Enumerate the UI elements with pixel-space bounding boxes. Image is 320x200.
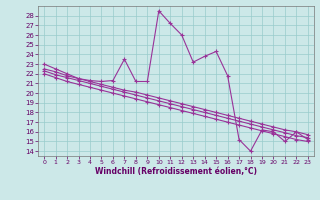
X-axis label: Windchill (Refroidissement éolien,°C): Windchill (Refroidissement éolien,°C) bbox=[95, 167, 257, 176]
